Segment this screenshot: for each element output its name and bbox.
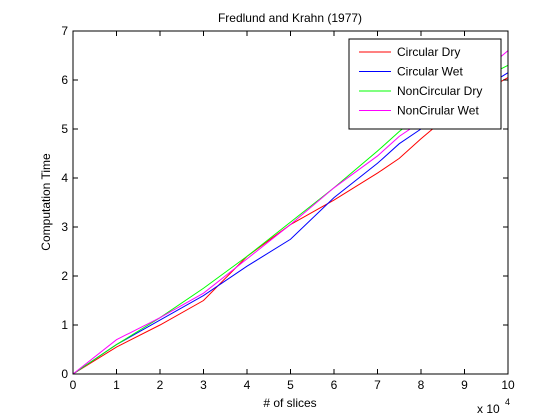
x-tick-label: 5 [287,378,294,392]
x-tick-label: 10 [501,378,515,392]
x-tick-label: 7 [374,378,381,392]
x-tick-label: 4 [244,378,251,392]
x-tick-label: 3 [200,378,207,392]
series-line-1 [72,77,509,375]
x-tick-label: 0 [70,378,77,392]
y-tick-label: 0 [61,367,68,381]
x-axis-exponent: x 10 4 [477,397,510,416]
x-tick-label: 1 [113,378,120,392]
y-ticks: 0 1 2 3 4 5 6 7 [61,24,508,381]
chart-title: Fredlund and Krahn (1977) [218,11,362,25]
y-axis-label: Computation Time [39,153,53,251]
legend-label-1: Circular Dry [397,45,460,59]
x-ticks: 0 1 2 3 4 5 6 7 8 9 10 [70,31,515,392]
y-tick-label: 7 [61,24,68,38]
y-tick-label: 6 [61,73,68,87]
legend-label-4: NonCirular Wet [397,104,479,118]
legend-label-2: Circular Wet [397,65,463,79]
y-tick-label: 1 [61,318,68,332]
x-tick-label: 8 [418,378,425,392]
legend: Circular Dry Circular Wet NonCircular Dry N… [348,38,502,130]
x-exponent-base: x 10 [477,402,500,416]
x-tick-label: 9 [461,378,468,392]
legend-box [348,38,502,130]
y-tick-label: 4 [61,171,68,185]
x-axis-label: # of slices [263,396,316,410]
x-tick-label: 6 [331,378,338,392]
y-tick-label: 2 [61,269,68,283]
legend-label-3: NonCircular Dry [397,84,482,98]
y-tick-label: 3 [61,220,68,234]
y-tick-label: 5 [61,122,68,136]
x-tick-label: 2 [157,378,164,392]
x-exponent-power: 4 [505,397,510,407]
